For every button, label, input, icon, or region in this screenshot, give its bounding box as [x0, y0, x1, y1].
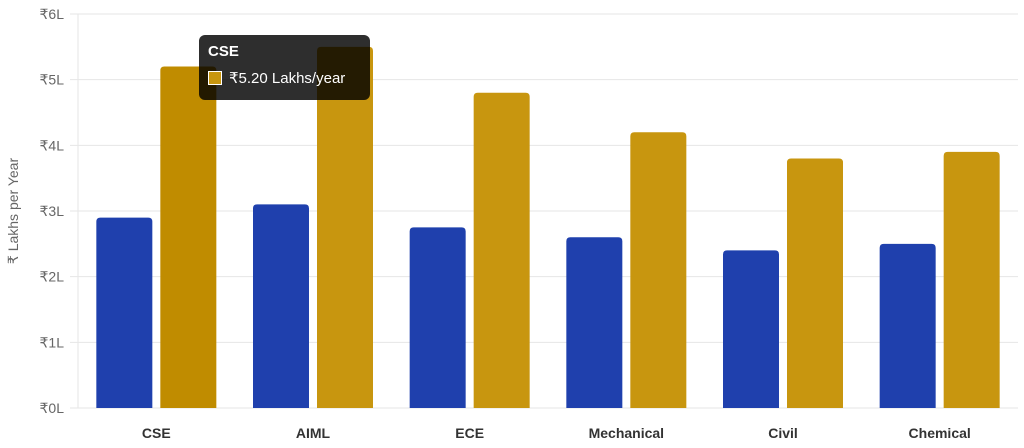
- bar-chemical-series-2: [943, 151, 1000, 408]
- x-tick-label: Civil: [768, 425, 798, 441]
- y-axis-title: ₹ Lakhs per Year: [5, 158, 21, 265]
- bar-aiml-series-2: [317, 46, 373, 408]
- bar-aiml-series-1: [253, 204, 309, 408]
- bar-mechanical-series-2: [630, 132, 687, 408]
- y-tick-label: ₹6L: [40, 6, 65, 22]
- x-tick-label: ECE: [455, 425, 484, 441]
- x-tick-label: CSE: [142, 425, 171, 441]
- y-tick-label: ₹2L: [40, 269, 65, 285]
- y-tick-label: ₹3L: [40, 203, 65, 219]
- bar-cse-series-1: [96, 217, 153, 408]
- tooltip-color-swatch: [208, 71, 222, 85]
- y-tick-label: ₹5L: [40, 72, 65, 88]
- tooltip-title: CSE: [208, 43, 239, 60]
- x-tick-label: Mechanical: [589, 425, 664, 441]
- bar-cse-series-2: [160, 66, 217, 409]
- bar-chemical-series-1: [879, 243, 936, 408]
- bar-tooltip: CSE ₹5.20 Lakhs/year: [199, 35, 370, 100]
- x-axis: CSE AIML ECE Mechanical Civil Chemical: [142, 425, 971, 441]
- bar-ece-series-2: [473, 92, 530, 409]
- y-tick-label: ₹0L: [40, 400, 65, 416]
- tooltip-row: ₹5.20 Lakhs/year: [208, 69, 361, 87]
- y-tick-label: ₹4L: [40, 137, 65, 153]
- y-axis: ₹0L ₹1L ₹2L ₹3L ₹4L ₹5L ₹6L: [40, 6, 79, 416]
- bars: [96, 46, 1000, 409]
- bar-mechanical-series-1: [566, 237, 623, 408]
- x-tick-label: Chemical: [909, 425, 971, 441]
- y-tick-label: ₹1L: [40, 334, 65, 350]
- tooltip-value: ₹5.20 Lakhs/year: [229, 70, 346, 87]
- bar-ece-series-1: [409, 227, 466, 408]
- bar-civil-series-2: [787, 158, 843, 408]
- x-tick-label: AIML: [296, 425, 331, 441]
- bar-civil-series-1: [723, 250, 779, 408]
